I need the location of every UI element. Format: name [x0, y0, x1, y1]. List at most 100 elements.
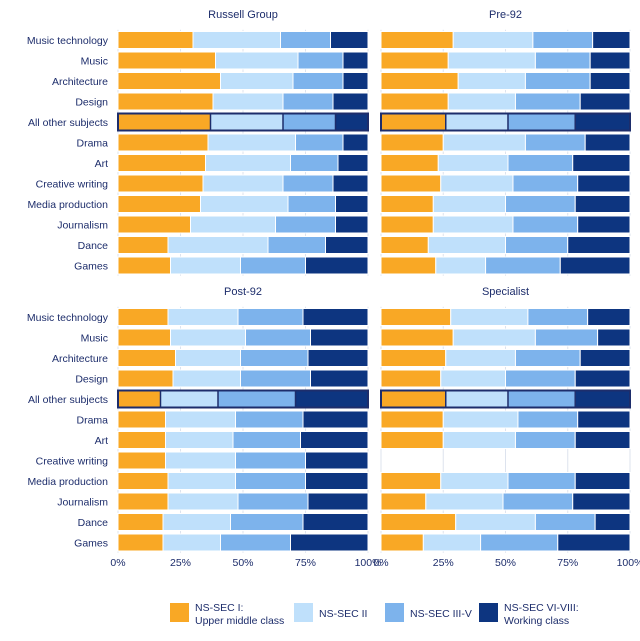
legend: NS-SEC I:Upper middle class NS-SEC II NS-S… — [170, 602, 579, 627]
bar-segment-nssec1 — [380, 472, 442, 490]
bar-segment-nssec3 — [505, 236, 569, 254]
bar-segment-nssec1 — [117, 410, 166, 429]
bar-segment-nssec1 — [117, 31, 194, 49]
category-label: Media production — [27, 476, 108, 488]
bar-segment-nssec1 — [380, 72, 459, 90]
x-tick-label: 25% — [170, 557, 191, 569]
bar-segment-nssec4 — [342, 72, 369, 90]
x-tick-label: 0% — [110, 557, 125, 569]
legend-swatch — [385, 603, 404, 622]
bar-segment-nssec2 — [212, 92, 284, 111]
bar-segment-nssec3 — [514, 92, 581, 111]
bar-segment-nssec1 — [380, 92, 449, 111]
bar-segment-nssec1 — [117, 328, 171, 347]
bar-segment-nssec3 — [507, 154, 574, 172]
legend-label: NS-SEC II — [319, 608, 367, 620]
category-label: Drama — [76, 415, 108, 427]
bar-segment-nssec4 — [295, 390, 369, 408]
legend-swatch — [294, 603, 313, 622]
legend-label: NS-SEC I: — [195, 602, 243, 614]
bar-segment-nssec4 — [302, 513, 369, 531]
legend-label: Working class — [504, 615, 569, 627]
bar-segment-nssec1 — [117, 133, 209, 152]
bar-segment-nssec3 — [230, 513, 304, 531]
bar-segment-nssec3 — [237, 492, 309, 511]
bar-segment-nssec2 — [162, 533, 221, 552]
bar-segment-nssec3 — [505, 195, 576, 213]
category-label: Music — [81, 333, 108, 345]
bar-segment-nssec4 — [597, 328, 631, 347]
bar-segment-nssec2 — [445, 113, 509, 131]
category-label: Journalism — [57, 220, 108, 232]
bar-segment-nssec1 — [117, 51, 216, 70]
bar-segment-nssec4 — [305, 472, 369, 490]
bar-segment-nssec3 — [507, 113, 576, 131]
bar-segment-nssec4 — [325, 236, 369, 254]
bar-segment-nssec1 — [117, 72, 221, 90]
bar-segment-nssec2 — [452, 31, 534, 49]
category-label: Creative writing — [36, 456, 109, 468]
bar-segment-nssec1 — [380, 308, 452, 326]
category-label: Art — [95, 435, 109, 447]
bar-segment-nssec3 — [512, 215, 579, 234]
bar-segment-nssec2 — [450, 308, 529, 326]
bar-segment-nssec2 — [167, 492, 239, 511]
panel-title: Russell Group — [208, 9, 278, 21]
bar-segment-nssec4 — [330, 31, 369, 49]
bar-segment-nssec1 — [380, 195, 434, 213]
bar-segment-nssec3 — [505, 369, 576, 388]
bar-segment-nssec1 — [380, 533, 424, 552]
x-tick-label: 0% — [373, 557, 388, 569]
bar-segment-nssec3 — [267, 236, 326, 254]
bar-segment-nssec3 — [240, 256, 306, 275]
bar-segment-nssec2 — [442, 133, 526, 152]
bar-segment-nssec3 — [282, 113, 336, 131]
panel-title: Pre-92 — [489, 9, 522, 21]
bar-segment-nssec4 — [587, 308, 631, 326]
category-label: Journalism — [57, 497, 108, 509]
bar-segment-nssec1 — [117, 492, 169, 511]
bar-segment-nssec1 — [117, 513, 164, 531]
bar-segment-nssec4 — [307, 349, 369, 367]
bar-segment-nssec3 — [290, 154, 339, 172]
bar-segment-nssec2 — [175, 349, 241, 367]
bar-segment-nssec2 — [427, 236, 506, 254]
panel-specialist: Specialist 0% 25% 50% 75% 100% — [373, 286, 640, 569]
bar-segment-nssec4 — [305, 256, 369, 275]
bar-segment-nssec2 — [432, 215, 514, 234]
bar-segment-nssec3 — [532, 31, 594, 49]
bar-segment-nssec1 — [117, 349, 176, 367]
bar-segment-nssec2 — [445, 390, 509, 408]
legend-item-nssec1: NS-SEC I:Upper middle class — [170, 602, 284, 627]
bar-segment-nssec4 — [579, 349, 631, 367]
bar-segment-nssec1 — [380, 431, 444, 449]
bar-segment-nssec1 — [380, 369, 442, 388]
bar-segment-nssec4 — [302, 308, 369, 326]
category-label: Drama — [76, 138, 108, 150]
bar-segment-nssec3 — [507, 472, 576, 490]
bar-segment-nssec4 — [574, 390, 631, 408]
bar-segment-nssec1 — [380, 133, 444, 152]
bar-segment-nssec2 — [167, 472, 236, 490]
bar-segment-nssec1 — [117, 308, 169, 326]
bar-segment-nssec2 — [165, 410, 236, 429]
bar-segment-nssec3 — [282, 92, 334, 111]
bar-segment-nssec4 — [594, 513, 631, 531]
legend-item-nssec2: NS-SEC II — [294, 603, 367, 622]
panel-title: Post-92 — [224, 286, 262, 298]
bar-segment-nssec2 — [220, 72, 294, 90]
bar-segment-nssec2 — [437, 154, 509, 172]
highlight-outline — [380, 112, 631, 132]
bar-segment-nssec1 — [380, 390, 447, 408]
highlight-outline — [117, 389, 369, 409]
panel-russell-group: Russell Group Music technology Music Archit… — [27, 9, 369, 276]
bar-segment-nssec1 — [117, 256, 171, 275]
bar-segment-nssec1 — [117, 195, 201, 213]
bar-segment-nssec3 — [297, 51, 344, 70]
category-label: Games — [74, 538, 108, 550]
category-label: Music technology — [27, 312, 109, 324]
bar-segment-nssec2 — [172, 369, 241, 388]
legend-label: NS-SEC III-V — [410, 608, 472, 620]
bar-segment-nssec4 — [574, 195, 631, 213]
